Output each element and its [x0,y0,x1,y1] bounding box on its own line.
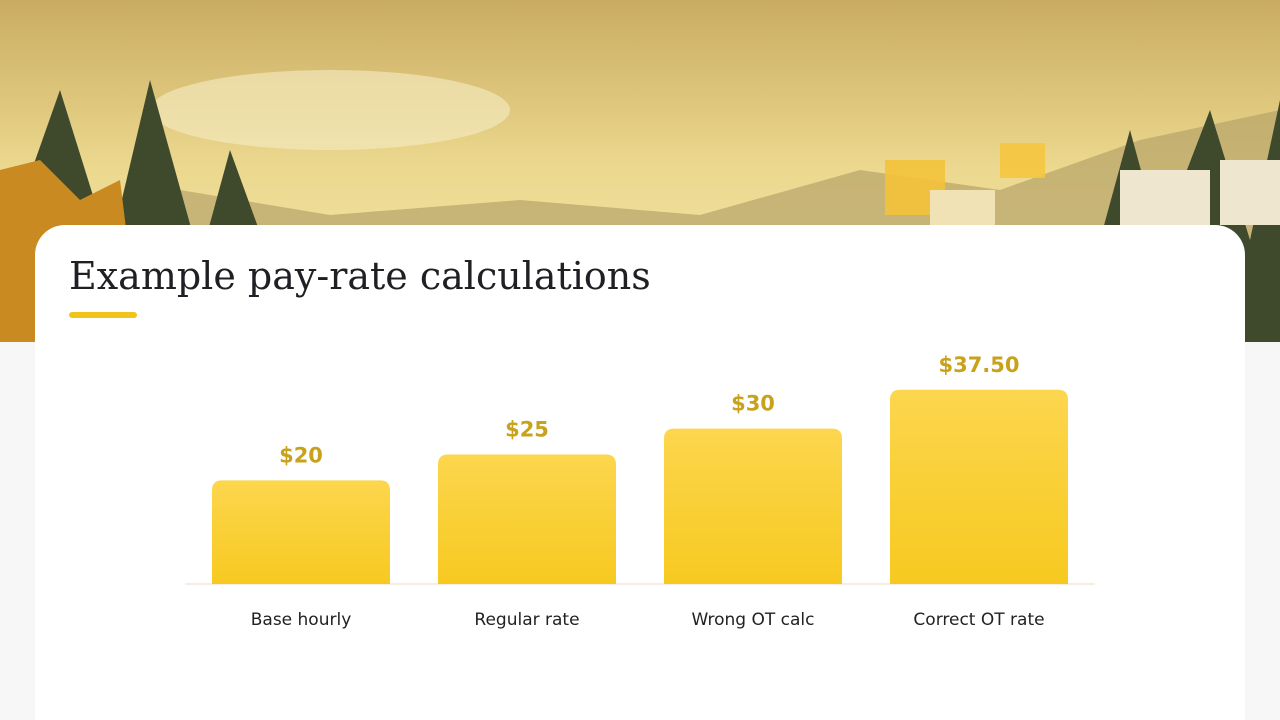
value-label: $25 [505,418,549,442]
x-tick-label: Base hourly [251,610,352,630]
bar [890,389,1068,584]
value-label: $20 [279,443,323,467]
chart-title: Example pay-rate calculations [69,254,651,298]
x-tick-label: Regular rate [474,610,579,630]
bar [438,454,616,584]
x-tick-label: Correct OT rate [913,610,1044,630]
bar [212,480,390,584]
x-tick-label: Wrong OT calc [691,610,814,630]
bar [664,428,842,584]
value-label: $30 [731,392,775,416]
card [35,225,1245,720]
title-underline [69,312,137,318]
plot: $20 Base hourly $25 Regular rate $30 Wrong OT… [212,353,1068,630]
value-label: $37.50 [938,353,1019,377]
